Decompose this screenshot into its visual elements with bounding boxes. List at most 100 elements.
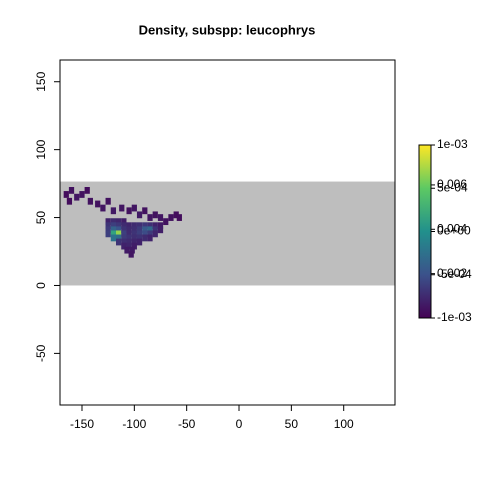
density-cell (119, 204, 125, 212)
density-cell (116, 222, 122, 230)
density-cell (124, 246, 130, 254)
density-cell (131, 238, 137, 246)
y-tick-label: 0 (34, 282, 48, 289)
density-cell (136, 238, 143, 246)
density-cell (131, 242, 137, 250)
density-cell (126, 242, 132, 250)
density-cell (147, 222, 153, 230)
colorbar-tick-label: 0.002 (437, 266, 467, 280)
density-cell (136, 234, 143, 242)
density-cell (110, 230, 117, 238)
density-cell (63, 191, 69, 198)
density-cell (100, 204, 106, 212)
density-cell (157, 226, 164, 234)
density-cell (152, 222, 158, 230)
density-cell (121, 218, 127, 226)
x-tick-label: -150 (70, 417, 94, 431)
density-cell (121, 242, 127, 250)
x-tick-label: 100 (334, 417, 354, 431)
density-cell (152, 211, 158, 219)
x-tick-label: 0 (236, 417, 243, 431)
density-cell (121, 222, 127, 230)
density-cell (74, 193, 80, 201)
density-cell (110, 234, 117, 242)
density-cell (136, 226, 143, 234)
density-cell (126, 234, 132, 242)
density-cell (142, 230, 148, 238)
density-cell (105, 218, 111, 226)
density-cell (131, 222, 137, 230)
density-cell (152, 226, 158, 234)
density-cell (173, 211, 179, 219)
density-cell (105, 222, 111, 230)
density-cell (116, 218, 122, 226)
x-tick-label: -50 (178, 417, 196, 431)
density-cell (121, 234, 127, 242)
density-cell (136, 222, 143, 230)
colorbar-tick-label: 0e+00 (437, 224, 471, 238)
density-cell (142, 222, 148, 230)
density-cell (152, 230, 158, 238)
density-cell (105, 226, 111, 234)
density-cell (116, 234, 122, 242)
colorbar-tick-label: 0.004 (437, 221, 467, 235)
y-tick-label: 150 (34, 71, 48, 91)
density-cell (126, 222, 132, 230)
density-cell (110, 207, 117, 215)
density-cell (84, 186, 90, 194)
density-cell (131, 226, 137, 234)
density-cell (147, 234, 153, 242)
y-tick-label: -50 (34, 344, 48, 362)
density-cell (116, 238, 122, 246)
plot-frame (59, 59, 396, 406)
density-cell (66, 197, 73, 205)
density-cell (110, 226, 117, 234)
density-cell (157, 214, 164, 221)
density-cell (157, 222, 164, 230)
density-cell (87, 197, 93, 205)
density-cell (95, 200, 101, 208)
density-cell (128, 250, 134, 258)
density-cell (126, 238, 132, 246)
colorbar-tick-label: 0.006 (437, 177, 467, 191)
density-cell (121, 230, 127, 238)
density-cell (126, 230, 132, 238)
colorbar-tick-label: -1e-03 (437, 310, 472, 324)
density-cell (142, 226, 148, 234)
density-cell (131, 230, 137, 238)
density-cell (131, 234, 137, 242)
density-cell (163, 218, 169, 226)
density-cell (79, 191, 85, 198)
colorbar-tick-label: 1e-03 (437, 137, 468, 151)
density-cell (105, 230, 111, 238)
density-cell (126, 226, 132, 234)
colorbar-tick-label: -5e-04 (437, 267, 472, 281)
density-cell (142, 207, 148, 215)
density-cell (129, 246, 135, 254)
density-cell (105, 197, 111, 205)
density-cell (116, 230, 122, 238)
chart-title: Density, subspp: leucophrys (139, 22, 316, 37)
density-cell (147, 226, 153, 234)
density-cell (168, 214, 174, 221)
density-cell (110, 218, 117, 226)
density-cell (176, 214, 182, 221)
density-cell (110, 222, 117, 230)
density-cell (147, 230, 153, 238)
plot-area (60, 181, 395, 286)
x-tick-label: -100 (122, 417, 146, 431)
density-cell (136, 230, 143, 238)
density-cell (136, 211, 143, 219)
density-cell (142, 234, 148, 242)
x-tick-label: 50 (285, 417, 299, 431)
density-cell (121, 226, 127, 234)
density-cell (147, 214, 153, 221)
density-cell (131, 204, 137, 212)
colorbar-tick-label: 5e-04 (437, 180, 468, 194)
density-cell (126, 207, 132, 215)
density-cell (68, 186, 75, 194)
y-tick-label: 100 (34, 139, 48, 159)
colorbar (418, 144, 432, 319)
density-cell (116, 226, 122, 234)
